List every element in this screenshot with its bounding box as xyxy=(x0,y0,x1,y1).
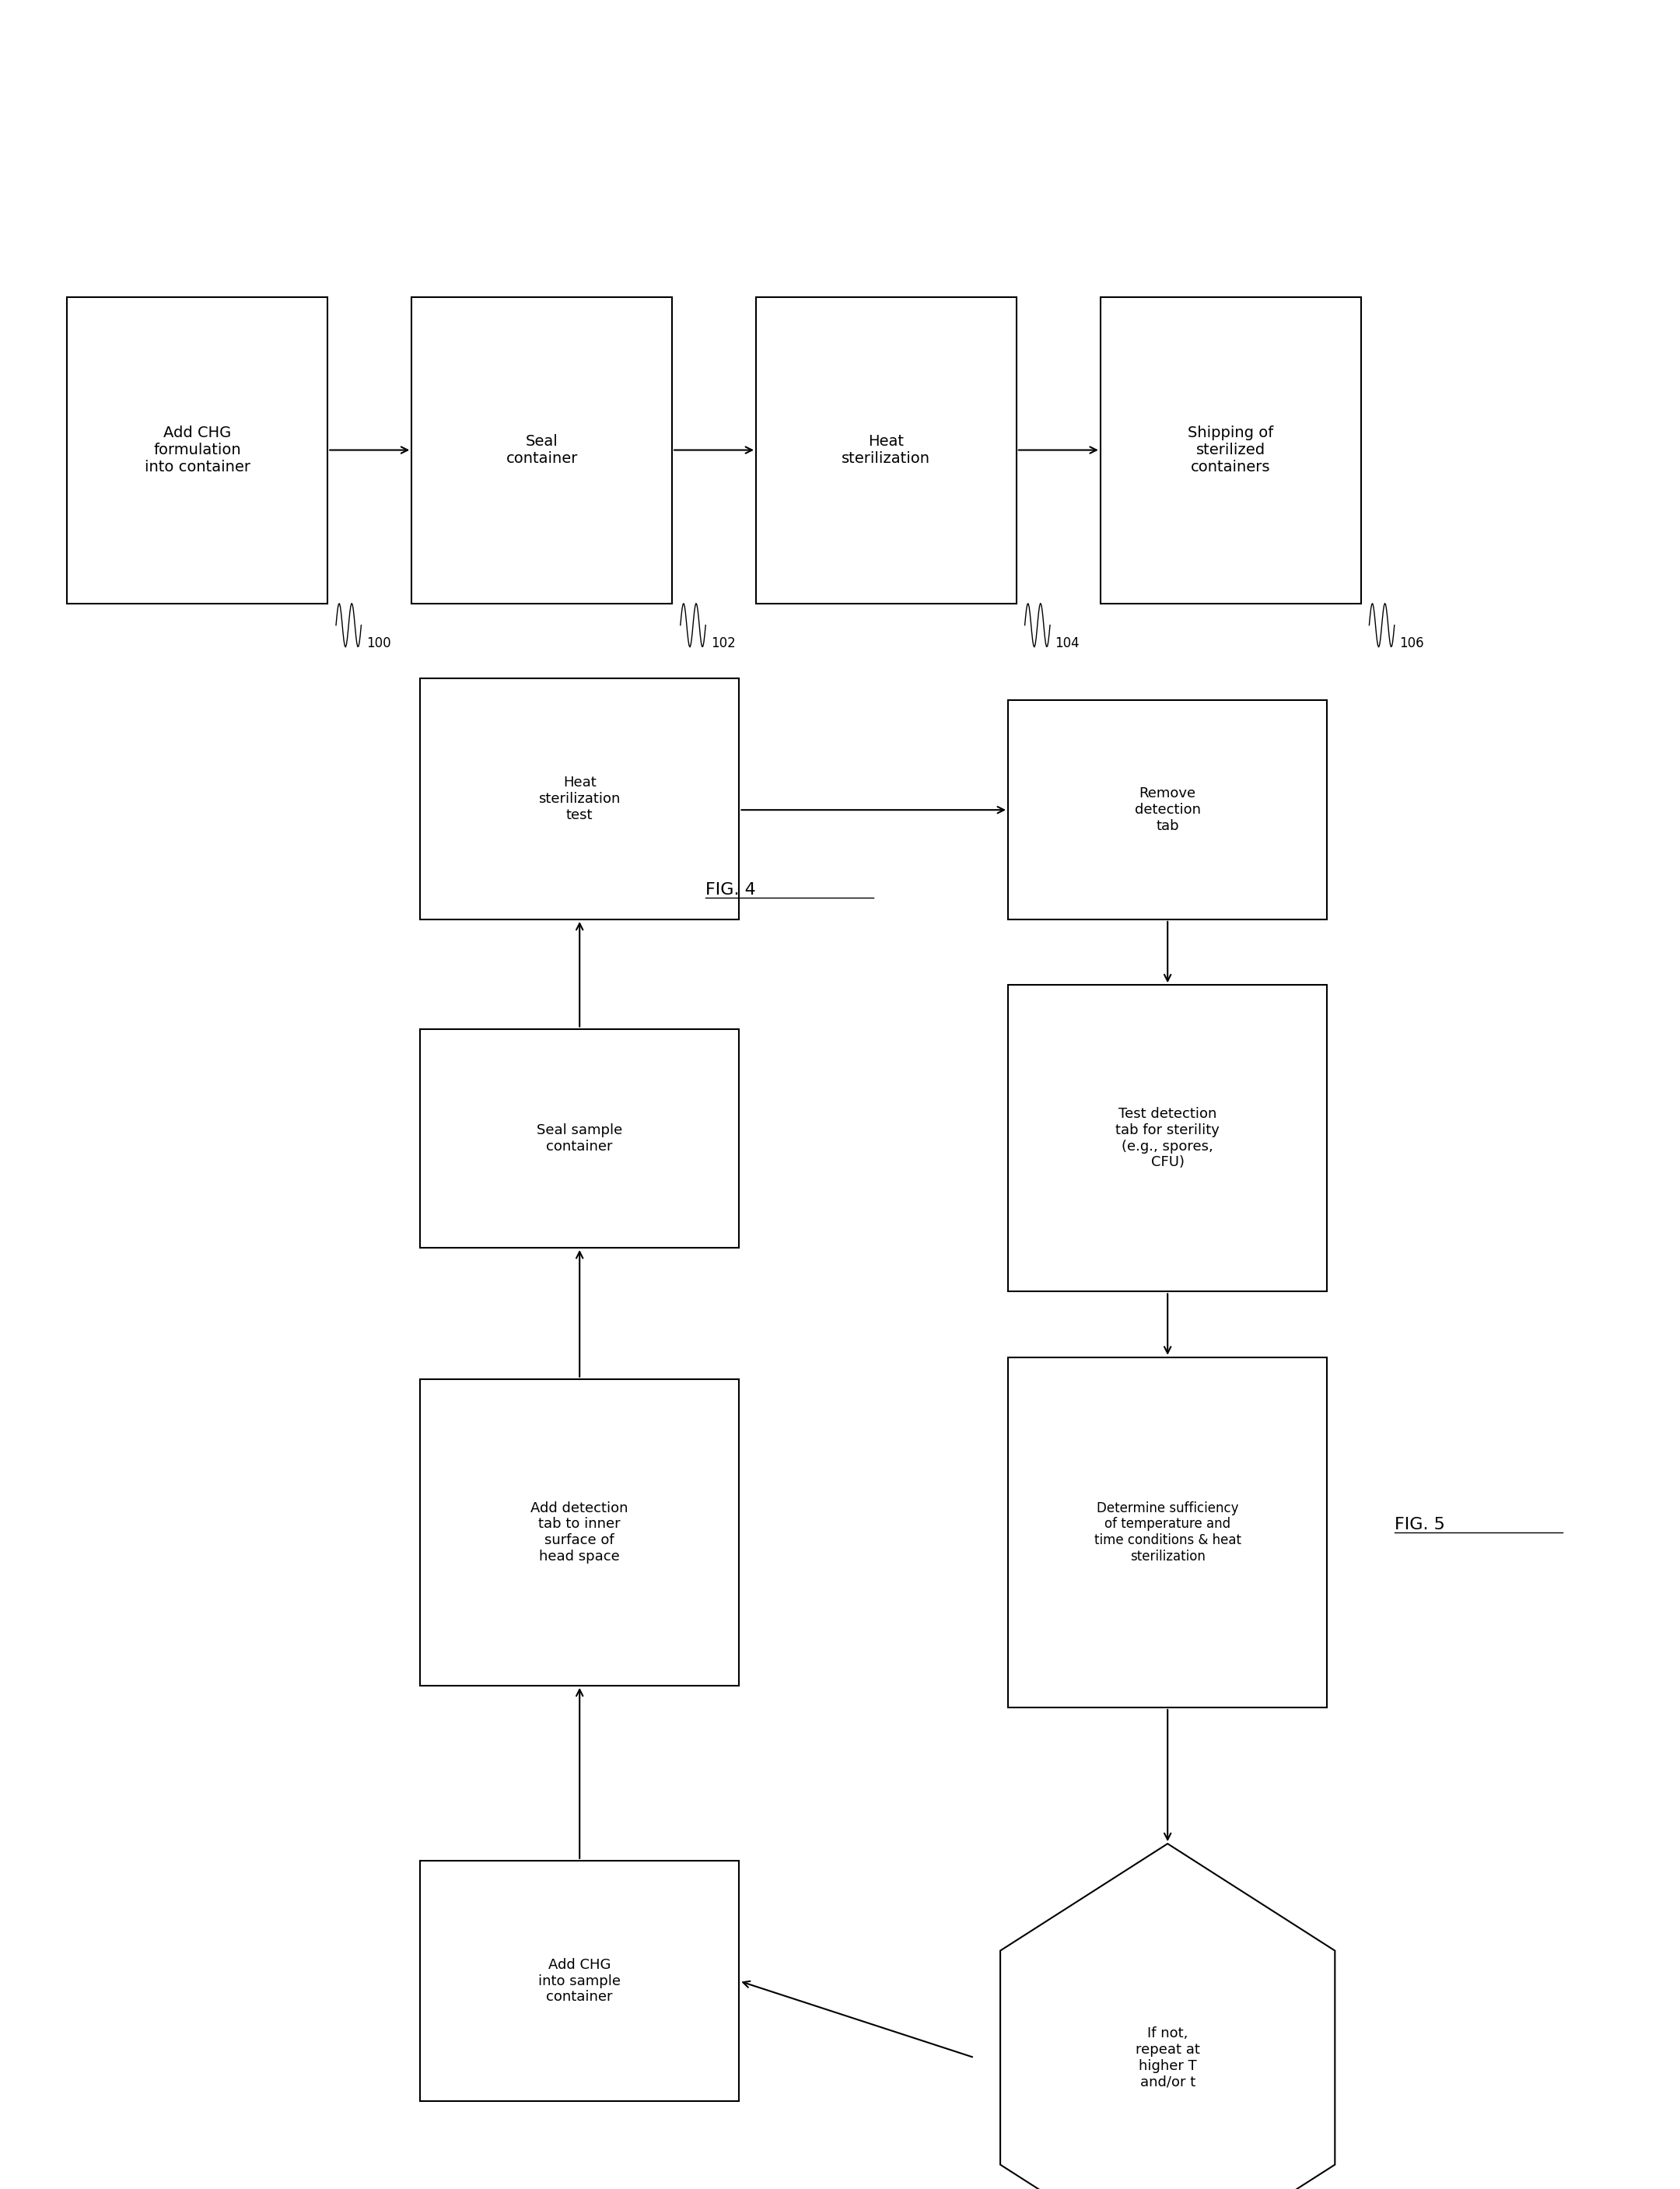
Text: 104: 104 xyxy=(1055,637,1080,650)
FancyBboxPatch shape xyxy=(1100,298,1361,604)
FancyBboxPatch shape xyxy=(756,298,1016,604)
FancyBboxPatch shape xyxy=(420,679,739,919)
Text: Seal
container: Seal container xyxy=(506,433,578,466)
FancyBboxPatch shape xyxy=(420,1379,739,1686)
Text: Add CHG
into sample
container: Add CHG into sample container xyxy=(538,1957,622,2005)
Text: Remove
detection
tab: Remove detection tab xyxy=(1134,786,1201,834)
Text: Heat
sterilization
test: Heat sterilization test xyxy=(539,775,620,823)
FancyBboxPatch shape xyxy=(1008,1357,1327,1707)
Text: Shipping of
sterilized
containers: Shipping of sterilized containers xyxy=(1188,425,1273,475)
Text: Add detection
tab to inner
surface of
head space: Add detection tab to inner surface of he… xyxy=(531,1502,628,1563)
Text: Heat
sterilization: Heat sterilization xyxy=(842,433,931,466)
Polygon shape xyxy=(1000,1843,1336,2189)
FancyBboxPatch shape xyxy=(420,1861,739,2101)
FancyBboxPatch shape xyxy=(67,298,328,604)
Text: Add CHG
formulation
into container: Add CHG formulation into container xyxy=(144,425,250,475)
FancyBboxPatch shape xyxy=(1008,700,1327,919)
Text: 106: 106 xyxy=(1399,637,1425,650)
Text: 100: 100 xyxy=(366,637,391,650)
FancyBboxPatch shape xyxy=(420,1029,739,1248)
Text: 102: 102 xyxy=(711,637,736,650)
Text: FIG. 4: FIG. 4 xyxy=(706,882,756,897)
Text: If not,
repeat at
higher T
and/or t: If not, repeat at higher T and/or t xyxy=(1136,2027,1200,2088)
FancyBboxPatch shape xyxy=(1008,985,1327,1292)
Text: Seal sample
container: Seal sample container xyxy=(536,1123,623,1154)
Text: FIG. 5: FIG. 5 xyxy=(1394,1517,1445,1532)
Text: Test detection
tab for sterility
(e.g., spores,
CFU): Test detection tab for sterility (e.g., … xyxy=(1116,1108,1220,1169)
FancyBboxPatch shape xyxy=(412,298,672,604)
Text: Determine sufficiency
of temperature and
time conditions & heat
sterilization: Determine sufficiency of temperature and… xyxy=(1094,1502,1242,1563)
